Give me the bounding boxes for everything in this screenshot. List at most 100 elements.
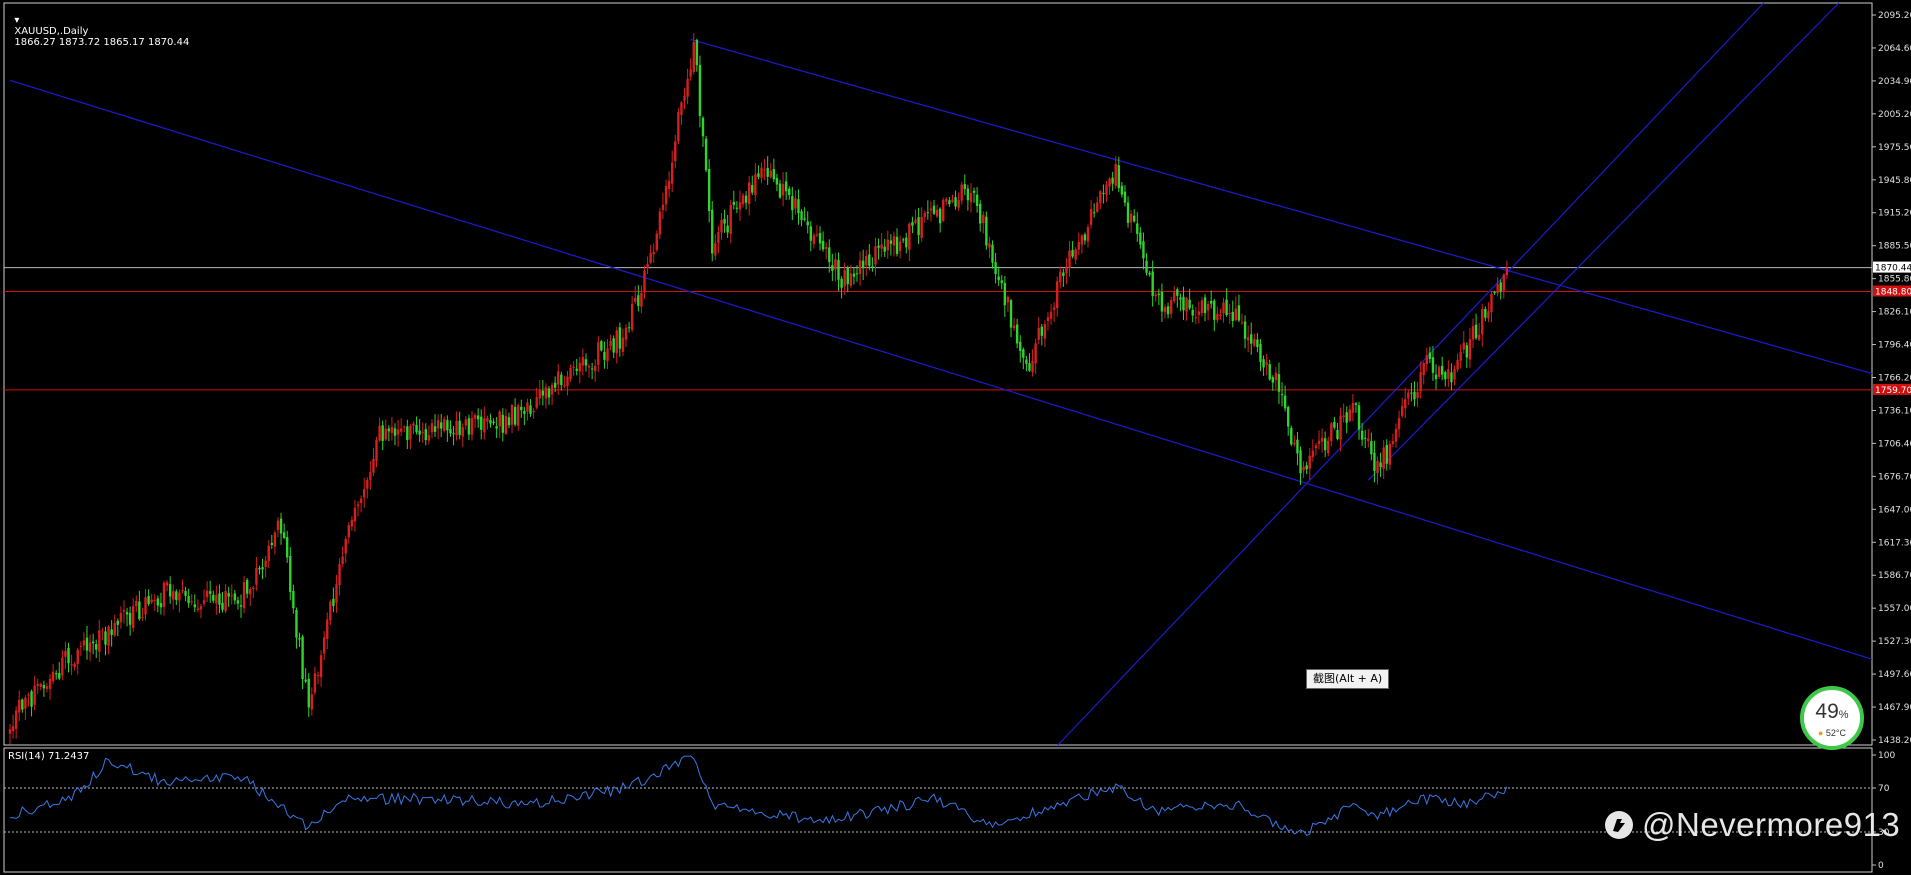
- candle-body: [1157, 293, 1161, 295]
- trendlines: [9, 2, 1873, 746]
- candle-body: [76, 649, 79, 664]
- candle-body: [1323, 438, 1327, 451]
- candle-body: [828, 247, 831, 262]
- candle-body: [1102, 192, 1105, 194]
- candle-body: [110, 629, 113, 636]
- candle-body: [1342, 415, 1345, 418]
- candle-body: [1086, 227, 1090, 242]
- candle-body: [30, 691, 33, 707]
- candle-body: [1197, 311, 1201, 316]
- candle-body: [1404, 399, 1407, 409]
- candle-body: [735, 207, 739, 209]
- current-price-label-bg: [1873, 261, 1911, 273]
- candle-body: [162, 582, 166, 607]
- candle-body: [541, 390, 545, 396]
- candle-body: [630, 303, 634, 330]
- candle-body: [122, 610, 126, 612]
- candle-body: [1129, 213, 1133, 223]
- candle-body: [523, 410, 526, 414]
- candle-body: [1477, 334, 1481, 340]
- candle-body: [581, 357, 585, 366]
- candle-body: [1015, 324, 1019, 344]
- candle-body: [168, 584, 172, 597]
- candle-body: [350, 519, 354, 527]
- candle-body: [329, 601, 332, 621]
- candle-body: [1410, 392, 1413, 394]
- candle-body: [113, 622, 116, 636]
- candle-body: [476, 415, 480, 420]
- candle-body: [483, 418, 486, 433]
- candle-body: [1028, 363, 1031, 371]
- candle-body: [1231, 311, 1234, 321]
- candle-body: [1490, 293, 1493, 313]
- candle-body: [366, 480, 369, 489]
- candle-body: [1308, 455, 1311, 469]
- candle-body: [1139, 232, 1142, 245]
- candle-body: [1052, 307, 1056, 310]
- candle-body: [467, 418, 471, 435]
- cpu-percent: 49%: [1815, 700, 1849, 723]
- candle-body: [252, 587, 255, 589]
- candle-body: [1419, 372, 1422, 392]
- candle-body: [156, 598, 160, 606]
- y-tick-label: 1438.20: [1878, 736, 1911, 746]
- candle-body: [1160, 291, 1164, 312]
- candle-body: [64, 650, 67, 657]
- candle-body: [165, 582, 169, 586]
- trendline-rising-line-1: [1057, 2, 1765, 746]
- candle-body: [418, 430, 421, 435]
- candle-body: [264, 560, 267, 568]
- candle-body: [1114, 163, 1117, 186]
- candle-body: [560, 374, 563, 386]
- candle-body: [150, 599, 153, 603]
- candle-body: [729, 205, 732, 234]
- candle-body: [1243, 321, 1247, 339]
- candle-body: [116, 620, 119, 625]
- candle-body: [683, 95, 686, 101]
- candle-body: [886, 239, 889, 251]
- candle-body: [637, 295, 640, 306]
- screenshot-tooltip: 截图(Alt + A): [1306, 669, 1390, 689]
- candle-body: [307, 678, 310, 708]
- chart-header: ▾ XAUUSD,.Daily 1866.27 1873.72 1865.17 …: [8, 4, 189, 48]
- y-tick-label: 1557.00: [1878, 604, 1911, 614]
- candle-body: [1068, 250, 1071, 269]
- candle-body: [1203, 297, 1207, 314]
- candle-body: [513, 407, 517, 425]
- candle-body: [945, 198, 948, 202]
- candle-body: [1407, 392, 1410, 399]
- candle-body: [578, 362, 581, 372]
- candle-body: [1379, 462, 1382, 468]
- candle-body: [289, 555, 292, 593]
- candle-body: [258, 568, 261, 570]
- candle-body: [1274, 372, 1278, 381]
- candle-body: [1166, 306, 1170, 315]
- candle-body: [473, 415, 477, 419]
- candle-body: [717, 232, 720, 243]
- candle-body: [107, 626, 110, 646]
- collapse-triangle-icon[interactable]: ▾: [14, 15, 20, 26]
- rsi-indicator: [4, 755, 1872, 837]
- candle-body: [1311, 450, 1315, 458]
- candle-body: [969, 193, 973, 203]
- cpu-usage-widget[interactable]: 49% ● 52°C: [1800, 686, 1864, 750]
- candle-body: [1385, 445, 1388, 464]
- candle-body: [634, 298, 637, 302]
- candle-body: [809, 226, 812, 241]
- candle-body: [1351, 402, 1355, 413]
- candle-body: [889, 240, 893, 244]
- candle-body: [784, 181, 788, 192]
- candle-body: [79, 645, 83, 647]
- candle-body: [1416, 391, 1419, 399]
- candle-body: [406, 426, 409, 440]
- y-tick-label: 1647.00: [1878, 505, 1911, 515]
- candle-body: [874, 246, 877, 265]
- candle-body: [791, 196, 794, 211]
- candle-body: [1049, 311, 1053, 319]
- candle-body: [153, 599, 156, 601]
- candle-body: [138, 601, 141, 620]
- candle-body: [938, 208, 942, 224]
- candle-body: [1296, 439, 1299, 454]
- candle-body: [1320, 437, 1324, 442]
- candle-body: [295, 609, 298, 638]
